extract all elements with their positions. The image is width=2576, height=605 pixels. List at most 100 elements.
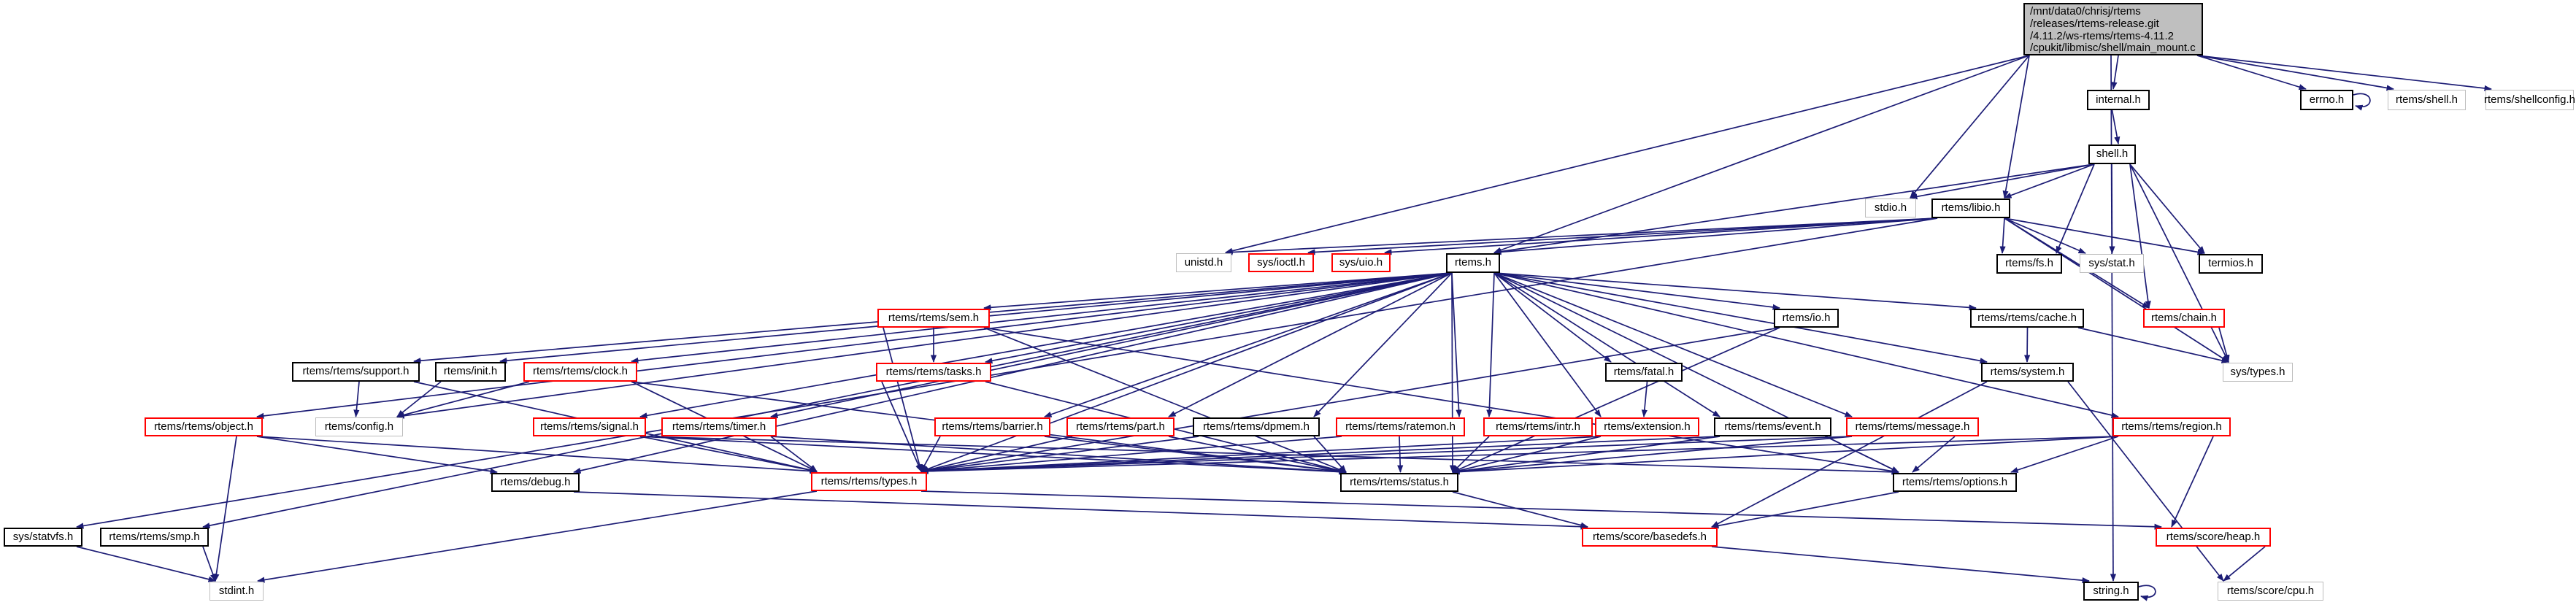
graph-node-rtems-rtems-status-h[interactable]: rtems/rtems/status.h <box>1340 473 1458 492</box>
graph-node-rtems-rtems-tasks-h[interactable]: rtems/rtems/tasks.h <box>876 363 991 382</box>
graph-edge <box>1397 436 1404 473</box>
graph-edge <box>1044 436 1347 474</box>
graph-node-sys-stat-h: sys/stat.h <box>2080 254 2144 273</box>
graph-node-rtems-io-h[interactable]: rtems/io.h <box>1774 309 1839 328</box>
graph-edge <box>256 436 818 474</box>
graph-node-root: /mnt/data0/chrisj/rtems /releases/rtems-… <box>2023 3 2203 55</box>
graph-node-rtems-rtems-smp-h[interactable]: rtems/rtems/smp.h <box>100 528 209 547</box>
graph-edge <box>1313 272 1453 417</box>
graph-edge <box>573 272 1453 474</box>
graph-node-rtems-chain-h[interactable]: rtems/chain.h <box>2143 309 2225 328</box>
graph-node-sys-types-h: sys/types.h <box>2223 363 2293 382</box>
graph-node-rtems-rtems-types-h[interactable]: rtems/rtems/types.h <box>811 472 927 491</box>
graph-edge <box>76 546 216 582</box>
graph-edge <box>2004 217 2205 255</box>
graph-edge <box>353 381 360 417</box>
graph-edge <box>1449 272 1456 473</box>
graph-edge <box>396 381 530 418</box>
graph-node-rtems-rtems-barrier-h[interactable]: rtems/rtems/barrier.h <box>934 417 1050 436</box>
graph-node-rtems-extension-h[interactable]: rtems/extension.h <box>1595 417 1699 436</box>
graph-node-rtems-rtems-part-h[interactable]: rtems/rtems/part.h <box>1066 417 1174 436</box>
graph-edge <box>920 436 1199 474</box>
graph-edge <box>573 491 1588 530</box>
graph-edge <box>202 272 1453 529</box>
graph-node-sys-uio-h[interactable]: sys/uio.h <box>1331 253 1391 272</box>
graph-edge <box>2004 217 2086 254</box>
graph-node-internal-h[interactable]: internal.h <box>2087 90 2150 110</box>
graph-edge <box>256 436 498 474</box>
graph-edge <box>1225 55 2030 254</box>
graph-edge <box>983 272 1453 311</box>
graph-node-rtems-rtems-message-h[interactable]: rtems/rtems/message.h <box>1846 417 1979 436</box>
graph-edge <box>1493 272 1853 417</box>
graph-edge <box>1168 272 1453 417</box>
graph-node-rtems-rtems-dpmem-h[interactable]: rtems/rtems/dpmem.h <box>1193 417 1320 436</box>
graph-edge <box>2196 55 2307 90</box>
graph-edge <box>920 272 1453 472</box>
graph-node-sys-ioctl-h[interactable]: sys/ioctl.h <box>1248 253 1314 272</box>
graph-node-rtems-init-h[interactable]: rtems/init.h <box>435 362 506 382</box>
graph-node-rtems-rtems-object-h[interactable]: rtems/rtems/object.h <box>145 417 263 436</box>
graph-node-rtems-rtems-clock-h[interactable]: rtems/rtems/clock.h <box>523 362 637 382</box>
graph-edge <box>1493 55 2030 253</box>
graph-edge <box>920 436 1602 474</box>
graph-edge <box>2171 436 2214 528</box>
graph-node-rtems-libio-h[interactable]: rtems/libio.h <box>1931 199 2010 218</box>
graph-edge <box>639 436 818 474</box>
graph-node-termios-h[interactable]: termios.h <box>2199 254 2263 274</box>
graph-node-rtems-rtems-signal-h[interactable]: rtems/rtems/signal.h <box>533 417 646 436</box>
graph-node-stdio-h: stdio.h <box>1865 199 1916 217</box>
graph-node-rtems-rtems-options-h[interactable]: rtems/rtems/options.h <box>1893 473 2017 492</box>
graph-edge <box>1486 272 1495 417</box>
graph-edge <box>1711 491 1899 529</box>
graph-edge <box>920 436 1073 473</box>
graph-node-rtems-debug-h[interactable]: rtems/debug.h <box>491 473 580 492</box>
graph-edge <box>1711 546 2090 584</box>
graph-edge <box>770 436 818 472</box>
graph-node-string-h[interactable]: string.h <box>2083 582 2139 601</box>
graph-edge <box>920 436 1342 474</box>
graph-edge <box>920 490 2162 530</box>
graph-node-rtems-rtems-intr-h[interactable]: rtems/rtems/intr.h <box>1483 417 1593 436</box>
graph-node-rtems-rtems-ratemon-h[interactable]: rtems/rtems/ratemon.h <box>1336 417 1465 436</box>
graph-node-rtems-rtems-cache-h[interactable]: rtems/rtems/cache.h <box>1970 309 2084 328</box>
graph-edge <box>1910 55 2030 199</box>
graph-edge <box>920 436 941 472</box>
graph-edge <box>881 381 922 472</box>
graph-node-rtems-config-h: rtems/config.h <box>315 417 403 436</box>
graph-edge <box>1452 436 1720 474</box>
graph-edge <box>2129 163 2151 309</box>
graph-node-shell-h[interactable]: shell.h <box>2088 144 2136 164</box>
graph-edge <box>1493 272 1977 311</box>
graph-edge <box>1452 491 1588 528</box>
graph-node-rtems-score-basedefs-h[interactable]: rtems/score/basedefs.h <box>1582 528 1718 547</box>
graph-node-rtems-rtems-sem-h[interactable]: rtems/rtems/sem.h <box>877 309 990 328</box>
graph-node-rtems-score-cpu-h: rtems/score/cpu.h <box>2218 582 2323 601</box>
graph-edge <box>1493 272 1602 417</box>
graph-node-rtems-rtems-region-h[interactable]: rtems/rtems/region.h <box>2112 417 2231 436</box>
graph-node-errno-h[interactable]: errno.h <box>2300 90 2353 110</box>
graph-node-rtems-fatal-h[interactable]: rtems/fatal.h <box>1605 363 1683 382</box>
graph-edge <box>883 327 923 472</box>
graph-node-sys-statvfs-h[interactable]: sys/statvfs.h <box>4 528 82 547</box>
graph-edge <box>2218 327 2230 363</box>
graph-edge <box>1493 272 1612 363</box>
graph-edge <box>1825 436 1899 473</box>
graph-node-rtems-h[interactable]: rtems.h <box>1446 253 1500 273</box>
graph-node-rtems-rtems-support-h[interactable]: rtems/rtems/support.h <box>292 362 420 382</box>
graph-edge <box>1452 436 2119 475</box>
graph-node-stdint-h: stdint.h <box>209 582 264 601</box>
graph-edge <box>396 272 1453 419</box>
graph-node-rtems-system-h[interactable]: rtems/system.h <box>1981 363 2074 382</box>
graph-node-rtems-score-heap-h[interactable]: rtems/score/heap.h <box>2156 528 2271 547</box>
graph-edge <box>1711 381 1988 528</box>
graph-edge <box>920 436 1853 474</box>
graph-edge <box>1384 217 1938 255</box>
graph-edge <box>1493 272 1720 417</box>
graph-node-rtems-rtems-timer-h[interactable]: rtems/rtems/timer.h <box>661 417 777 436</box>
graph-node-rtems-fs-h[interactable]: rtems/fs.h <box>1996 254 2062 274</box>
graph-node-rtems-rtems-event-h[interactable]: rtems/rtems/event.h <box>1714 417 1831 436</box>
graph-edge <box>983 327 1899 474</box>
graph-node-rtems-shellconfig-h: rtems/shellconfig.h <box>2484 90 2575 110</box>
graph-edge <box>2004 163 2095 199</box>
